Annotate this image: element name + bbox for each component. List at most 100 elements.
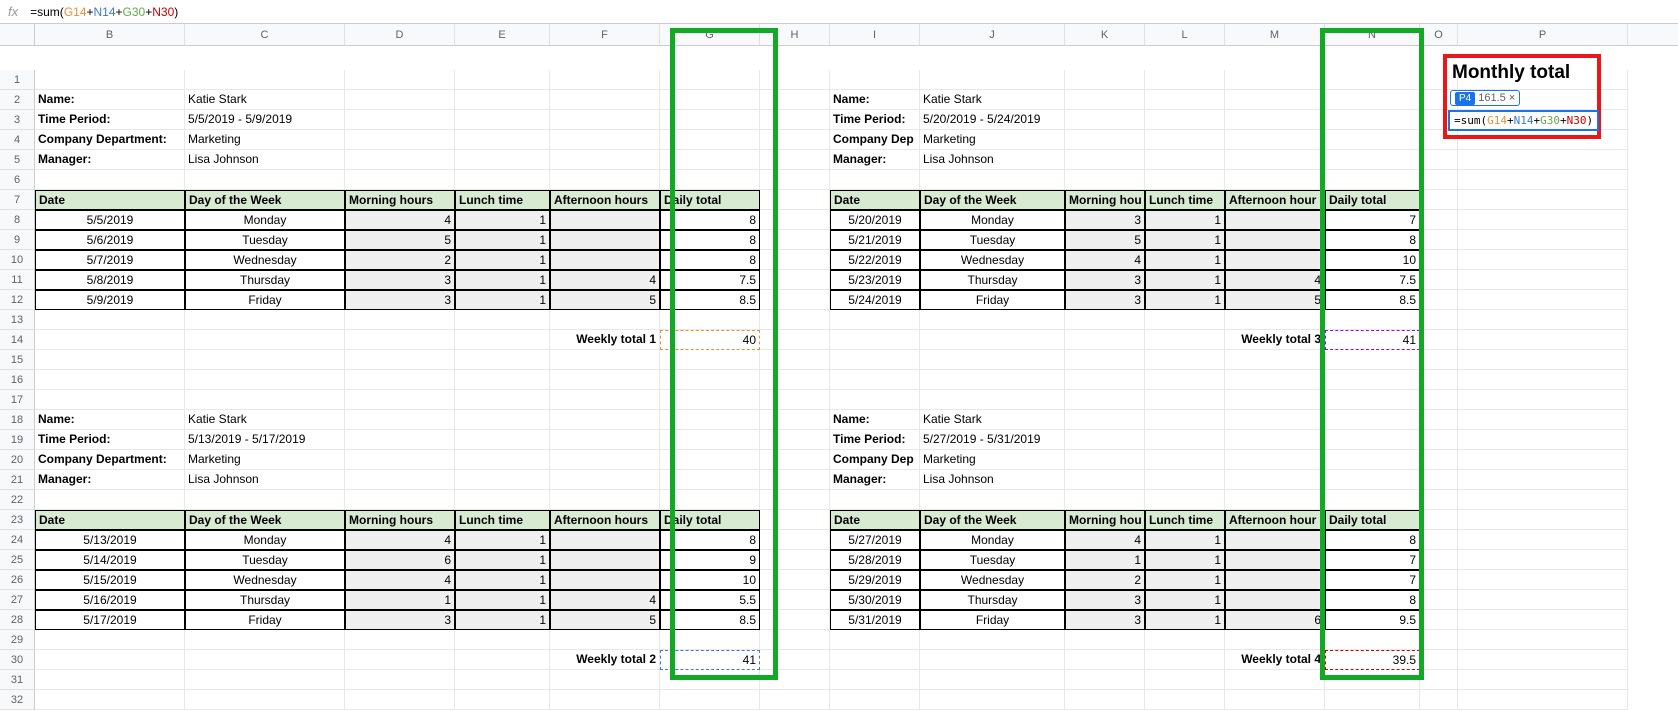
cell-D32[interactable] bbox=[345, 690, 455, 710]
row-header-6[interactable]: 6 bbox=[0, 170, 35, 190]
cell-P30[interactable] bbox=[1458, 650, 1628, 670]
cell-F26[interactable] bbox=[550, 570, 660, 590]
cell-O15[interactable] bbox=[1420, 350, 1458, 370]
cell-D26[interactable]: 4 bbox=[345, 570, 455, 590]
cell-N29[interactable] bbox=[1325, 630, 1420, 650]
cell-K17[interactable] bbox=[1065, 390, 1145, 410]
cell-G20[interactable] bbox=[660, 450, 760, 470]
cell-F18[interactable] bbox=[550, 410, 660, 430]
cell-H5[interactable] bbox=[760, 150, 830, 170]
cell-K15[interactable] bbox=[1065, 350, 1145, 370]
cell-L28[interactable]: 1 bbox=[1145, 610, 1225, 630]
cell-J10[interactable]: Wednesday bbox=[920, 250, 1065, 270]
cell-H12[interactable] bbox=[760, 290, 830, 310]
row-header-8[interactable]: 8 bbox=[0, 210, 35, 230]
cell-O23[interactable] bbox=[1420, 510, 1458, 530]
cell-N2[interactable] bbox=[1325, 90, 1420, 110]
cell-C29[interactable] bbox=[185, 630, 345, 650]
cell-H17[interactable] bbox=[760, 390, 830, 410]
cell-I29[interactable] bbox=[830, 630, 920, 650]
cell-I15[interactable] bbox=[830, 350, 920, 370]
cell-F32[interactable] bbox=[550, 690, 660, 710]
cell-P7[interactable] bbox=[1458, 190, 1628, 210]
cell-E4[interactable] bbox=[455, 130, 550, 150]
cell-C14[interactable] bbox=[185, 330, 345, 350]
cell-D31[interactable] bbox=[345, 670, 455, 690]
cell-D24[interactable]: 4 bbox=[345, 530, 455, 550]
cell-B21[interactable]: Manager: bbox=[35, 470, 185, 490]
cell-F21[interactable] bbox=[550, 470, 660, 490]
row-header-4[interactable]: 4 bbox=[0, 130, 35, 150]
cell-H26[interactable] bbox=[760, 570, 830, 590]
cell-I21[interactable]: Manager: bbox=[830, 470, 920, 490]
cell-B6[interactable] bbox=[35, 170, 185, 190]
cell-J9[interactable]: Tuesday bbox=[920, 230, 1065, 250]
cell-L1[interactable] bbox=[1145, 70, 1225, 90]
col-header-L[interactable]: L bbox=[1145, 24, 1225, 45]
cell-D2[interactable] bbox=[345, 90, 455, 110]
cell-E30[interactable] bbox=[455, 650, 550, 670]
cell-F31[interactable] bbox=[550, 670, 660, 690]
cell-I27[interactable]: 5/30/2019 bbox=[830, 590, 920, 610]
cell-G26[interactable]: 10 bbox=[660, 570, 760, 590]
cell-L8[interactable]: 1 bbox=[1145, 210, 1225, 230]
cell-B9[interactable]: 5/6/2019 bbox=[35, 230, 185, 250]
cell-E8[interactable]: 1 bbox=[455, 210, 550, 230]
cell-C16[interactable] bbox=[185, 370, 345, 390]
cell-O9[interactable] bbox=[1420, 230, 1458, 250]
cell-J12[interactable]: Friday bbox=[920, 290, 1065, 310]
cell-M28[interactable]: 6 bbox=[1225, 610, 1325, 630]
cell-K7[interactable]: Morning hou bbox=[1065, 190, 1145, 210]
cell-N15[interactable] bbox=[1325, 350, 1420, 370]
cell-O8[interactable] bbox=[1420, 210, 1458, 230]
cell-B3[interactable]: Time Period: bbox=[35, 110, 185, 130]
cell-C10[interactable]: Wednesday bbox=[185, 250, 345, 270]
cell-O26[interactable] bbox=[1420, 570, 1458, 590]
cell-H30[interactable] bbox=[760, 650, 830, 670]
cell-I31[interactable] bbox=[830, 670, 920, 690]
cell-M21[interactable] bbox=[1225, 470, 1325, 490]
cell-J19[interactable]: 5/27/2019 - 5/31/2019 bbox=[920, 430, 1065, 450]
row-header-28[interactable]: 28 bbox=[0, 610, 35, 630]
cell-H11[interactable] bbox=[760, 270, 830, 290]
cell-L32[interactable] bbox=[1145, 690, 1225, 710]
cell-O24[interactable] bbox=[1420, 530, 1458, 550]
cell-M25[interactable] bbox=[1225, 550, 1325, 570]
cell-D27[interactable]: 1 bbox=[345, 590, 455, 610]
cell-N20[interactable] bbox=[1325, 450, 1420, 470]
cell-D25[interactable]: 6 bbox=[345, 550, 455, 570]
cell-D7[interactable]: Morning hours bbox=[345, 190, 455, 210]
cell-B17[interactable] bbox=[35, 390, 185, 410]
col-header-J[interactable]: J bbox=[920, 24, 1065, 45]
row-header-12[interactable]: 12 bbox=[0, 290, 35, 310]
row-header-13[interactable]: 13 bbox=[0, 310, 35, 330]
cell-K4[interactable] bbox=[1065, 130, 1145, 150]
grid[interactable]: Name:Katie StarkName:Katie StarkTime Per… bbox=[35, 70, 1628, 710]
cell-O7[interactable] bbox=[1420, 190, 1458, 210]
row-header-29[interactable]: 29 bbox=[0, 630, 35, 650]
cell-D15[interactable] bbox=[345, 350, 455, 370]
cell-I13[interactable] bbox=[830, 310, 920, 330]
row-header-24[interactable]: 24 bbox=[0, 530, 35, 550]
cell-N23[interactable]: Daily total bbox=[1325, 510, 1420, 530]
cell-M2[interactable] bbox=[1225, 90, 1325, 110]
cell-P27[interactable] bbox=[1458, 590, 1628, 610]
cell-B26[interactable]: 5/15/2019 bbox=[35, 570, 185, 590]
row-header-21[interactable]: 21 bbox=[0, 470, 35, 490]
cell-B18[interactable]: Name: bbox=[35, 410, 185, 430]
cell-B19[interactable]: Time Period: bbox=[35, 430, 185, 450]
cell-L15[interactable] bbox=[1145, 350, 1225, 370]
cell-H14[interactable] bbox=[760, 330, 830, 350]
cell-C8[interactable]: Monday bbox=[185, 210, 345, 230]
row-header-11[interactable]: 11 bbox=[0, 270, 35, 290]
row-header-3[interactable]: 3 bbox=[0, 110, 35, 130]
cell-L27[interactable]: 1 bbox=[1145, 590, 1225, 610]
cell-K19[interactable] bbox=[1065, 430, 1145, 450]
cell-D20[interactable] bbox=[345, 450, 455, 470]
cell-O12[interactable] bbox=[1420, 290, 1458, 310]
cell-N31[interactable] bbox=[1325, 670, 1420, 690]
cell-E10[interactable]: 1 bbox=[455, 250, 550, 270]
cell-B20[interactable]: Company Department: bbox=[35, 450, 185, 470]
cell-F4[interactable] bbox=[550, 130, 660, 150]
cell-L20[interactable] bbox=[1145, 450, 1225, 470]
